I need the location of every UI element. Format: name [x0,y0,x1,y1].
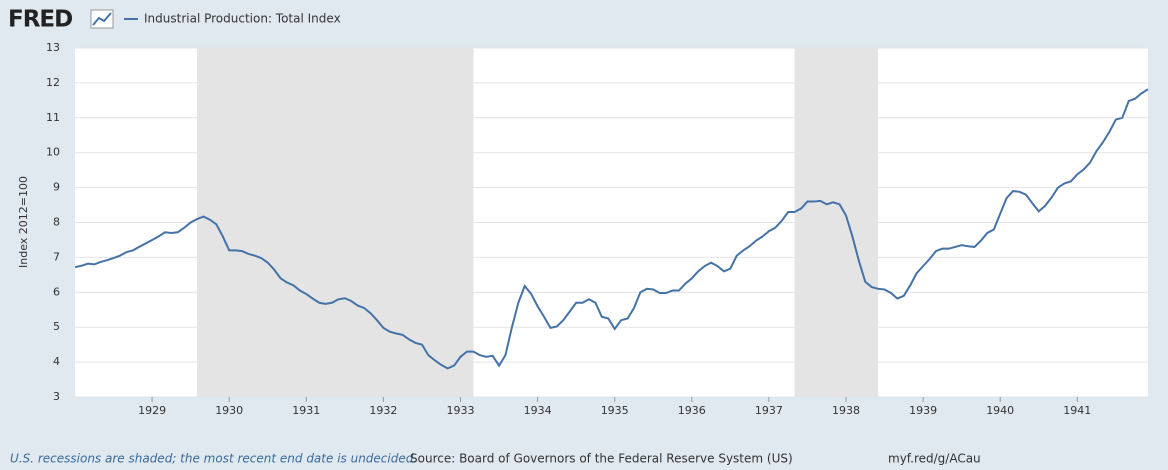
y-tick-label: 8 [53,216,60,229]
x-tick-label: 1931 [292,404,320,417]
y-tick-label: 6 [53,285,60,298]
x-tick-label: 1935 [601,404,629,417]
grid-layer [75,47,1148,398]
x-tick-label: 1938 [832,404,860,417]
y-tick-label: 11 [46,111,60,124]
logo-icon [90,9,114,29]
x-tick-label: 1934 [524,404,552,417]
y-tick-label: 4 [53,355,60,368]
recession-note: U.S. recessions are shaded; the most rec… [10,452,417,466]
data-line [74,88,1149,370]
x-tick-label: 1929 [138,404,166,417]
legend-label: Industrial Production: Total Index [144,12,341,26]
y-tick-label: 10 [46,146,60,159]
x-tick-label: 1936 [678,404,706,417]
logo: FRED [8,7,72,33]
y-tick-label: 5 [53,320,60,333]
y-tick-label: 13 [46,41,60,54]
y-tick-label: 12 [46,76,60,89]
x-tick-label: 1941 [1063,404,1091,417]
x-tick-label: 1933 [446,404,474,417]
y-axis-label: Index 2012=100 [17,176,30,268]
url: myf.red/g/ACau [888,452,981,466]
x-tick-label: 1939 [909,404,937,417]
source: Source: Board of Governors of the Federa… [410,452,793,466]
x-tick-label: 1937 [755,404,783,417]
x-tick-label: 1930 [215,404,243,417]
x-tick-label: 1932 [369,404,397,417]
y-tick-label: 7 [53,250,60,263]
x-tick-label: 1940 [986,404,1014,417]
y-tick-label: 3 [53,390,60,403]
y-tick-label: 9 [53,181,60,194]
